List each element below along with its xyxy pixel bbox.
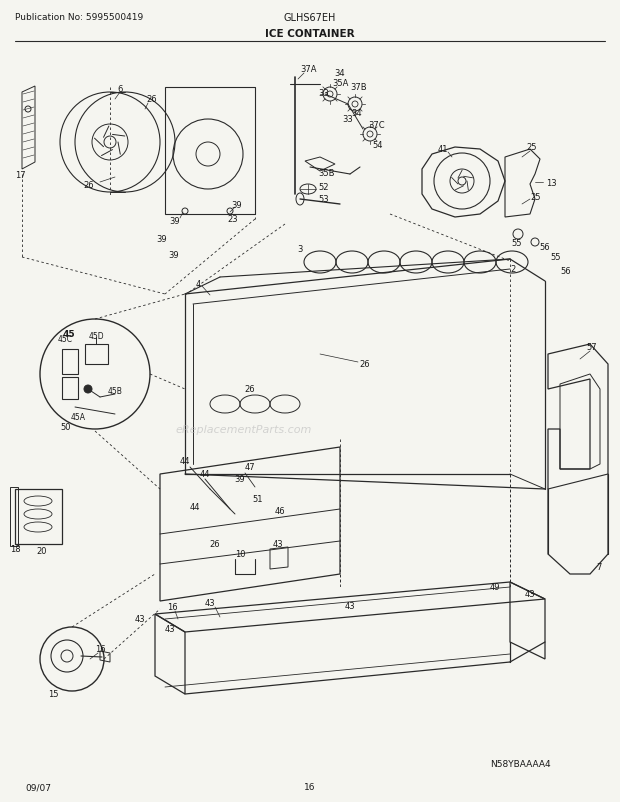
Text: 46: 46 [275, 507, 285, 516]
Text: 26: 26 [84, 180, 94, 189]
Text: 26: 26 [245, 385, 255, 394]
Text: 35A: 35A [332, 79, 348, 87]
Text: 43: 43 [273, 540, 283, 549]
Text: 52: 52 [318, 184, 329, 192]
Text: 39: 39 [169, 250, 179, 259]
Text: 57: 57 [587, 343, 597, 352]
Text: 45B: 45B [108, 387, 123, 396]
Text: 34: 34 [352, 108, 362, 117]
Text: 55: 55 [551, 253, 561, 262]
Text: 39: 39 [232, 200, 242, 209]
Text: GLHS67EH: GLHS67EH [284, 13, 336, 23]
Text: 43: 43 [135, 615, 145, 624]
Text: ICE CONTAINER: ICE CONTAINER [265, 29, 355, 39]
Text: 09/07: 09/07 [25, 783, 51, 792]
Text: 37C: 37C [368, 120, 384, 129]
Text: 45A: 45A [71, 413, 86, 422]
Text: 45D: 45D [88, 332, 104, 341]
Text: 54: 54 [373, 140, 383, 149]
Text: 33: 33 [343, 115, 353, 124]
Text: 43: 43 [345, 602, 355, 611]
Circle shape [84, 386, 92, 394]
Text: 44: 44 [190, 503, 200, 512]
Text: 51: 51 [253, 495, 264, 504]
Text: 37A: 37A [300, 66, 316, 75]
Text: 6: 6 [117, 84, 123, 93]
Text: 23: 23 [228, 215, 238, 225]
Text: 26: 26 [147, 95, 157, 104]
Text: 39: 39 [235, 475, 246, 484]
Text: 44: 44 [200, 470, 210, 479]
Text: 41: 41 [438, 145, 448, 154]
Text: 26: 26 [360, 360, 370, 369]
Text: 7: 7 [596, 563, 601, 572]
Text: eReplacementParts.com: eReplacementParts.com [175, 424, 311, 435]
Text: 17: 17 [15, 170, 25, 180]
Text: 34: 34 [335, 68, 345, 78]
Text: 16: 16 [304, 783, 316, 792]
Text: 49: 49 [490, 583, 500, 592]
Text: 2: 2 [510, 265, 516, 274]
Text: 47: 47 [245, 463, 255, 472]
Text: 18: 18 [10, 545, 20, 554]
Text: 4: 4 [195, 280, 201, 290]
Text: 55: 55 [512, 238, 522, 247]
Text: 25: 25 [531, 193, 541, 202]
Text: 50: 50 [60, 423, 71, 432]
Text: 39: 39 [157, 235, 167, 244]
Text: 10: 10 [235, 550, 246, 559]
Text: 33: 33 [319, 88, 329, 97]
Text: N58YBAAAA4: N58YBAAAA4 [490, 759, 551, 768]
Text: 16: 16 [167, 603, 177, 612]
Text: 44: 44 [180, 457, 190, 466]
Text: 43: 43 [205, 599, 215, 608]
Text: 53: 53 [318, 195, 329, 205]
Text: 45C: 45C [58, 335, 73, 344]
Text: 56: 56 [560, 267, 571, 276]
Text: 13: 13 [546, 178, 557, 187]
Text: 39: 39 [170, 217, 180, 226]
Text: 16: 16 [95, 645, 105, 654]
Text: 56: 56 [539, 243, 551, 252]
Text: 15: 15 [48, 690, 58, 699]
Text: 35B: 35B [318, 168, 335, 177]
Text: Publication No: 5995500419: Publication No: 5995500419 [15, 14, 143, 22]
Text: 25: 25 [527, 144, 538, 152]
Text: 37B: 37B [350, 83, 366, 91]
Text: 45: 45 [63, 330, 76, 339]
Text: 3: 3 [298, 245, 303, 254]
Text: 26: 26 [210, 540, 220, 549]
Text: 43: 43 [165, 625, 175, 634]
Text: 20: 20 [37, 547, 47, 556]
Text: 43: 43 [525, 589, 535, 599]
